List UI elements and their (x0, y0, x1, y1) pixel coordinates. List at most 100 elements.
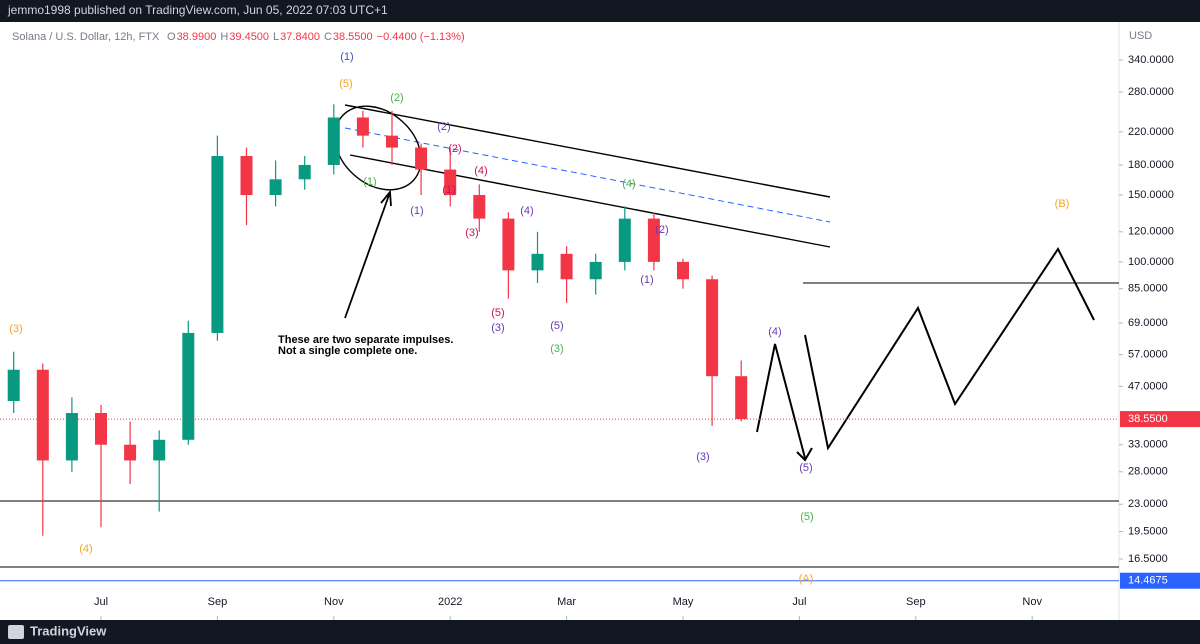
drawings (0, 104, 1119, 568)
wave-label: (3) (465, 227, 478, 239)
wave-label: (5) (799, 462, 812, 474)
candle-body (386, 135, 398, 148)
x-tick-label: Mar (557, 596, 576, 608)
candle-body (269, 179, 282, 196)
y-tick-label: 120.0000 (1128, 226, 1174, 238)
projection (804, 247, 1095, 451)
y-tick-label: 19.5000 (1128, 525, 1168, 537)
wave-label: (1) (442, 184, 455, 196)
channel-upper (344, 104, 831, 198)
x-tick-label: Nov (1022, 596, 1042, 608)
footer-bar (0, 620, 1200, 644)
candle-body (182, 332, 195, 440)
candle-body (65, 412, 78, 461)
x-tick-label: Sep (906, 596, 926, 608)
candle-body (415, 147, 428, 170)
wave-label: (1) (640, 274, 653, 286)
wave-label: (3) (491, 322, 504, 334)
wave-label: (5) (339, 78, 352, 90)
price-label: 14.4675 (1128, 575, 1168, 587)
wave-label: (2) (437, 121, 450, 133)
wave-label: (3) (696, 451, 709, 463)
channel-lower (349, 154, 831, 248)
legend-value: 37.8400 (280, 31, 320, 43)
x-tick-label: Nov (324, 596, 344, 608)
candle-body (211, 156, 224, 333)
wave-label: (4) (474, 165, 487, 177)
x-tick-label: Sep (208, 596, 228, 608)
candle-body (473, 195, 486, 219)
x-tick-label: May (673, 596, 694, 608)
wave-label: (5) (550, 320, 563, 332)
candle-body (298, 164, 311, 180)
wave-label: (5) (491, 307, 504, 319)
arrow-head (380, 189, 392, 207)
y-tick-label: 180.0000 (1128, 159, 1174, 171)
candle-body (589, 261, 602, 280)
legend-key: H (220, 31, 228, 43)
wave-label: (2) (390, 92, 403, 104)
candle-body (647, 218, 660, 262)
legend-value: 38.5500 (333, 31, 373, 43)
note-text: Not a single complete one. (278, 345, 417, 357)
x-tick-label: Jul (792, 596, 806, 608)
candle-body (240, 156, 253, 196)
channel-mid (344, 127, 831, 223)
candle-body (706, 279, 719, 377)
plot (7, 104, 748, 536)
x-tick-label: 2022 (438, 596, 462, 608)
candle-body (531, 253, 544, 271)
legend-change: −0.4400 (−1.13%) (377, 31, 465, 43)
header-bar (0, 0, 1200, 22)
candle-body (560, 253, 573, 280)
candle-body (153, 439, 166, 461)
candle-body (327, 117, 340, 165)
wave-label: (B) (1055, 198, 1070, 210)
legend-value: 39.4500 (229, 31, 269, 43)
wave-label: (2) (448, 143, 461, 155)
y-tick-label: 280.0000 (1128, 86, 1174, 98)
candle-body (677, 261, 689, 280)
y-tick-label: 23.0000 (1128, 498, 1168, 510)
legend-key: C (324, 31, 332, 43)
candle-body (444, 169, 457, 196)
candle-body (7, 369, 20, 402)
candle-body (735, 376, 748, 420)
wave-label: (2) (655, 224, 668, 236)
candle-body (502, 218, 515, 271)
legend-value: 38.9900 (177, 31, 217, 43)
y-tick-label: 57.0000 (1128, 348, 1168, 360)
price-label-bg (1120, 572, 1200, 589)
wave-label: (4) (79, 543, 92, 555)
wave-label: (4) (768, 326, 781, 338)
arrow (344, 194, 390, 319)
wave-label: (1) (340, 51, 353, 63)
wave-label: (4) (520, 205, 533, 217)
y-tick-label: 69.0000 (1128, 317, 1168, 329)
price-label: 38.5500 (1128, 413, 1168, 425)
wave-label: (4) (622, 178, 635, 190)
publish-info: jemmo1998 published on TradingView.com, … (7, 3, 388, 17)
y-tick-label: 28.0000 (1128, 466, 1168, 478)
wave-label: (3) (550, 343, 563, 355)
wave-label: (A) (799, 573, 814, 585)
ellipse (334, 105, 422, 191)
candle-body (618, 218, 631, 262)
y-tick-label: 100.0000 (1128, 256, 1174, 268)
y-tick-label: 16.5000 (1128, 553, 1168, 565)
wave-label: (1) (410, 205, 423, 217)
y-tick-label: 85.0000 (1128, 283, 1168, 295)
wave-label: (1) (363, 176, 376, 188)
candle-body (356, 117, 369, 136)
wave-label: (5) (800, 511, 813, 523)
y-tick-label: 33.0000 (1128, 439, 1168, 451)
candle-body (36, 369, 49, 461)
y-tick-label: 150.0000 (1128, 189, 1174, 201)
legend-key: L (273, 31, 279, 43)
y-tick-label: 340.0000 (1128, 54, 1174, 66)
legend-symbol: Solana / U.S. Dollar, 12h, FTX (12, 31, 160, 43)
note-text: These are two separate impulses. (278, 334, 453, 346)
projection (756, 343, 806, 459)
price-label-bg (1120, 411, 1200, 428)
